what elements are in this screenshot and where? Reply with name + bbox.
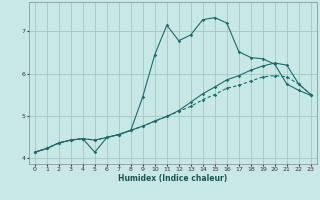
X-axis label: Humidex (Indice chaleur): Humidex (Indice chaleur)	[118, 174, 228, 183]
